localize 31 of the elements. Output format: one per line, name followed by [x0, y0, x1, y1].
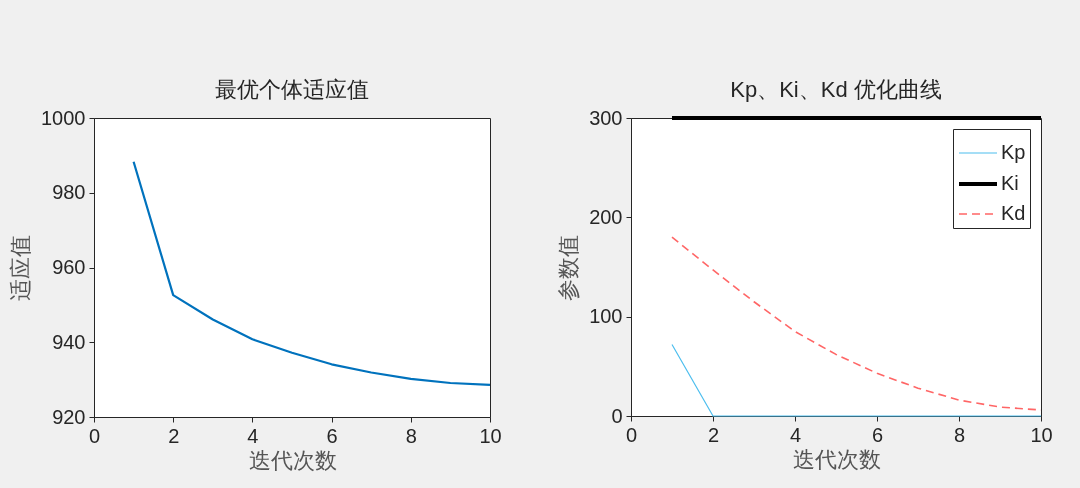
x-tick-label: 0 [88, 424, 101, 447]
x-tick-label: 10 [1030, 423, 1053, 446]
line-series [132, 160, 492, 386]
x-tick-label: 10 [479, 424, 502, 447]
y-tick-label: 100 [589, 305, 623, 328]
x-axis-title: 迭代次数 [792, 446, 881, 472]
x-tick-label: 4 [247, 424, 259, 447]
y-tick-label: 940 [52, 330, 86, 353]
x-tick-label: 0 [625, 423, 638, 446]
x-tick-label: 6 [326, 424, 338, 447]
y-tick-label: 300 [589, 106, 623, 129]
y-tick-label: 920 [52, 405, 86, 428]
chart-title: Kp、Ki、Kd 优化曲线 [730, 77, 942, 102]
x-tick-label: 4 [789, 423, 802, 446]
y-tick-label: 1000 [41, 106, 86, 129]
x-tick-label: 8 [953, 423, 966, 446]
x-tick-label: 2 [168, 424, 180, 447]
x-tick-label: 6 [871, 423, 884, 446]
y-tick-label: 960 [52, 256, 86, 278]
y-tick-label: 980 [52, 181, 86, 204]
x-tick-label: 8 [405, 424, 417, 447]
y-tick-label: 0 [611, 404, 623, 427]
x-tick-label: 2 [707, 423, 720, 446]
legend-label: Ki [1001, 172, 1019, 194]
chart-title: 最优个体适应值 [215, 77, 369, 102]
x-axis-title: 迭代次数 [248, 447, 337, 473]
y-axis-title: 适应值 [8, 235, 34, 301]
legend-label: Kp [1001, 141, 1026, 163]
y-axis-title: 参数值 [556, 234, 582, 301]
legend-label: Kd [1001, 202, 1026, 224]
y-tick-label: 200 [589, 205, 623, 228]
